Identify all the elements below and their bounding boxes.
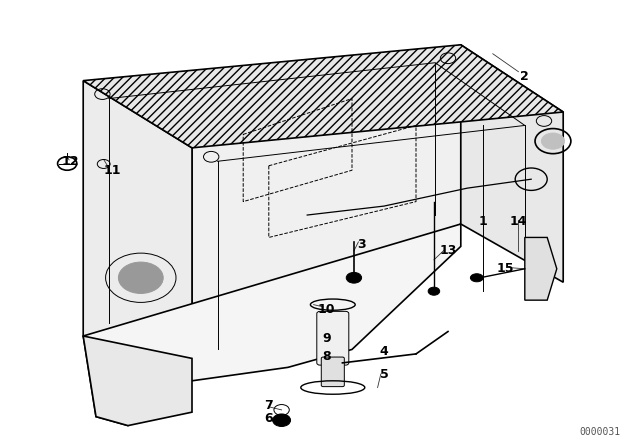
Text: 11: 11 [103,164,121,177]
Text: 13: 13 [439,244,457,258]
Text: 4: 4 [380,345,388,358]
Text: 0000031: 0000031 [580,427,621,437]
Text: 12: 12 [61,155,79,168]
FancyBboxPatch shape [321,357,344,387]
Polygon shape [83,45,563,148]
Polygon shape [461,45,563,282]
Circle shape [428,287,440,295]
Circle shape [273,414,291,426]
Text: 5: 5 [380,367,388,381]
Polygon shape [83,336,192,426]
Text: 10: 10 [317,302,335,316]
Circle shape [118,262,163,293]
Text: 3: 3 [357,237,366,251]
Text: 6: 6 [264,412,273,426]
Text: 15: 15 [497,262,515,276]
FancyBboxPatch shape [317,311,349,365]
Polygon shape [83,81,192,358]
Text: 2: 2 [520,69,529,83]
Text: 8: 8 [322,349,331,363]
Text: 14: 14 [509,215,527,228]
Polygon shape [525,237,557,300]
Circle shape [346,272,362,283]
Text: 7: 7 [264,399,273,412]
Polygon shape [192,45,461,358]
Text: 9: 9 [322,332,331,345]
Circle shape [541,133,564,149]
Ellipse shape [470,274,483,282]
Text: 1: 1 [479,215,488,228]
Polygon shape [83,224,461,426]
